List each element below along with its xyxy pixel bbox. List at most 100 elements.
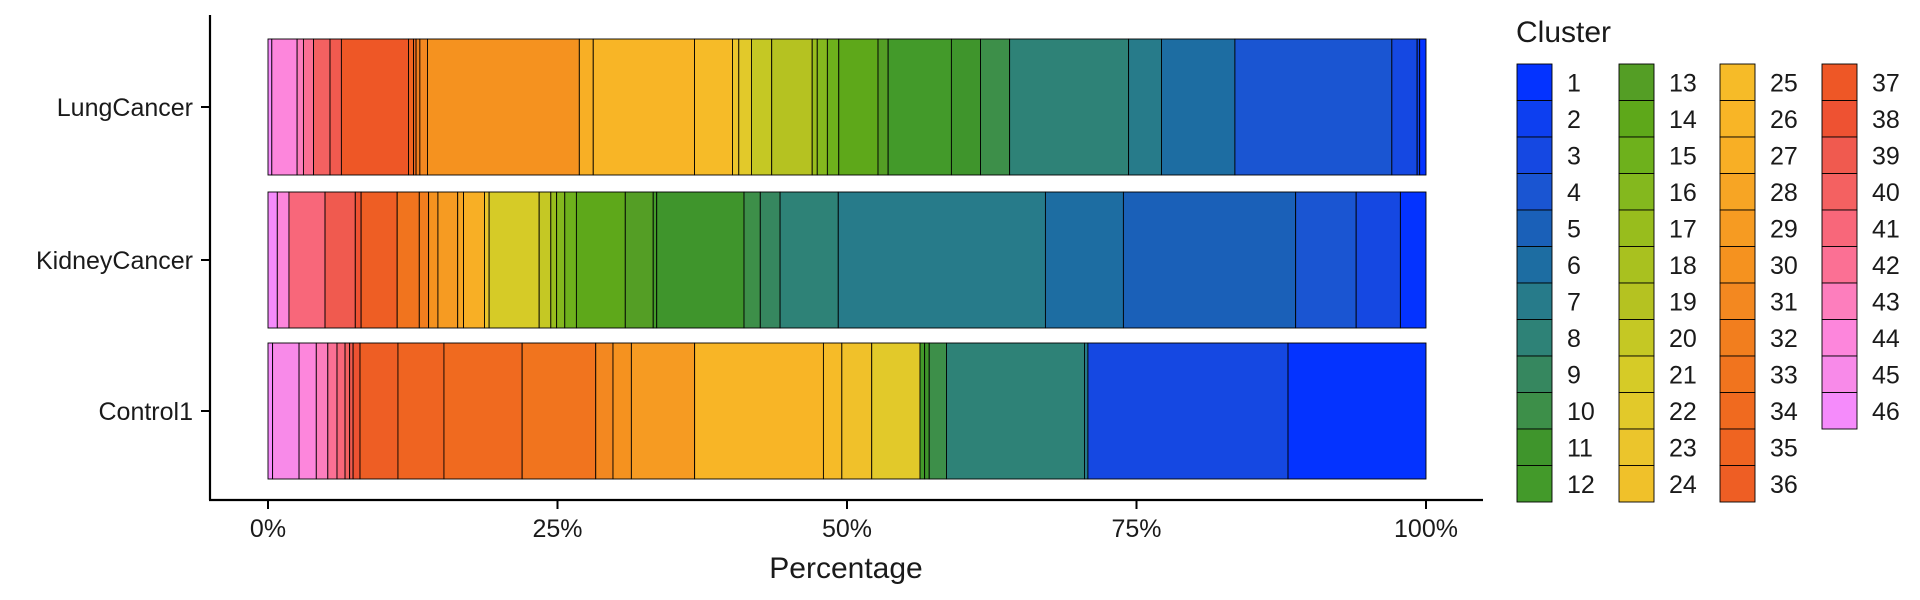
bar-segment-kidneycancer-cluster-10 bbox=[743, 191, 761, 329]
legend-swatch bbox=[1719, 100, 1756, 138]
y-tick-label: LungCancer bbox=[57, 94, 193, 122]
bar-segment-lungcancer-cluster-26 bbox=[592, 38, 695, 176]
bar-segment-control1-cluster-31 bbox=[595, 342, 614, 480]
legend-swatch bbox=[1618, 428, 1655, 466]
legend-item-cluster-37: 37 bbox=[1821, 63, 1900, 101]
bar-segment-lungcancer-cluster-6 bbox=[1161, 38, 1236, 176]
bar-segment-lungcancer-cluster-37 bbox=[340, 38, 409, 176]
bar-segment-lungcancer-cluster-14 bbox=[838, 38, 879, 176]
legend-label: 45 bbox=[1872, 361, 1900, 389]
legend-swatch bbox=[1516, 428, 1553, 466]
bar-segment-kidneycancer-cluster-7 bbox=[837, 191, 1046, 329]
legend-swatch bbox=[1719, 173, 1756, 211]
bar-segment-control1-cluster-12 bbox=[919, 342, 926, 480]
legend-item-cluster-8: 8 bbox=[1516, 319, 1581, 357]
bar-segment-kidneycancer-cluster-20 bbox=[538, 191, 552, 329]
legend-label: 28 bbox=[1770, 179, 1798, 207]
legend-item-cluster-46: 46 bbox=[1821, 392, 1900, 430]
bar-segment-lungcancer-cluster-27 bbox=[578, 38, 594, 176]
bar-segment-lungcancer-cluster-20 bbox=[751, 38, 773, 176]
legend-items: 1234567891011121314151617181920212223242… bbox=[1516, 63, 1900, 503]
legend-swatch bbox=[1618, 173, 1655, 211]
legend-item-cluster-22: 22 bbox=[1618, 392, 1697, 430]
legend-item-cluster-27: 27 bbox=[1719, 136, 1798, 174]
legend-item-cluster-35: 35 bbox=[1719, 428, 1798, 466]
legend-item-cluster-33: 33 bbox=[1719, 355, 1798, 393]
legend-item-cluster-2: 2 bbox=[1516, 100, 1581, 138]
legend-item-cluster-34: 34 bbox=[1719, 392, 1798, 430]
bar-segment-lungcancer-cluster-22 bbox=[738, 38, 752, 176]
legend-item-cluster-14: 14 bbox=[1618, 100, 1697, 138]
legend-swatch bbox=[1516, 465, 1553, 503]
bar-segment-control1-cluster-29 bbox=[630, 342, 696, 480]
legend-label: 4 bbox=[1567, 179, 1581, 207]
legend-label: 38 bbox=[1872, 106, 1900, 134]
bar-segment-kidneycancer-cluster-46 bbox=[267, 191, 278, 329]
legend-label: 33 bbox=[1770, 361, 1798, 389]
legend-swatch bbox=[1516, 100, 1553, 138]
legend-swatch bbox=[1618, 209, 1655, 247]
bar-segment-kidneycancer-cluster-6 bbox=[1044, 191, 1124, 329]
bar-segment-kidneycancer-cluster-5 bbox=[1122, 191, 1297, 329]
legend-item-cluster-23: 23 bbox=[1618, 428, 1697, 466]
legend-label: 44 bbox=[1872, 325, 1900, 353]
legend-swatch bbox=[1516, 63, 1553, 101]
legend-label: 32 bbox=[1770, 325, 1798, 353]
x-tick-label: 0% bbox=[250, 515, 286, 543]
bar-segment-lungcancer-cluster-44 bbox=[271, 38, 298, 176]
bar-segment-lungcancer-cluster-1 bbox=[1419, 38, 1427, 176]
bar-segment-kidneycancer-cluster-33 bbox=[396, 191, 420, 329]
legend-swatch bbox=[1618, 100, 1655, 138]
legend-swatch bbox=[1821, 319, 1858, 357]
legend-label: 30 bbox=[1770, 252, 1798, 280]
legend-item-cluster-30: 30 bbox=[1719, 246, 1798, 284]
bar-segment-lungcancer-cluster-35 bbox=[408, 38, 414, 176]
legend-label: 37 bbox=[1872, 69, 1900, 97]
bar-segment-lungcancer-cluster-40 bbox=[313, 38, 331, 176]
bar-segment-lungcancer-cluster-15 bbox=[826, 38, 840, 176]
legend-label: 18 bbox=[1669, 252, 1697, 280]
bar-segment-kidneycancer-cluster-17 bbox=[550, 191, 558, 329]
bar-segment-kidneycancer-cluster-21 bbox=[488, 191, 540, 329]
legend-swatch bbox=[1516, 319, 1553, 357]
legend-swatch bbox=[1719, 428, 1756, 466]
legend-swatch bbox=[1821, 100, 1858, 138]
legend-item-cluster-19: 19 bbox=[1618, 282, 1697, 320]
bar-segment-control1-cluster-26 bbox=[694, 342, 824, 480]
bar-segment-control1-cluster-7 bbox=[1084, 342, 1089, 480]
legend-item-cluster-31: 31 bbox=[1719, 282, 1798, 320]
legend-label: 15 bbox=[1669, 142, 1697, 170]
legend-item-cluster-1: 1 bbox=[1516, 63, 1581, 101]
legend-item-cluster-21: 21 bbox=[1618, 355, 1697, 393]
bar-segment-kidneycancer-cluster-38 bbox=[354, 191, 362, 329]
legend-item-cluster-18: 18 bbox=[1618, 246, 1697, 284]
legend-item-cluster-9: 9 bbox=[1516, 355, 1581, 393]
legend-item-cluster-28: 28 bbox=[1719, 173, 1798, 211]
legend-item-cluster-36: 36 bbox=[1719, 465, 1798, 503]
legend-item-cluster-43: 43 bbox=[1821, 282, 1900, 320]
bar-segment-kidneycancer-cluster-14 bbox=[575, 191, 626, 329]
bar-segment-lungcancer-cluster-10 bbox=[980, 38, 1011, 176]
legend-label: 19 bbox=[1669, 288, 1697, 316]
legend-swatch bbox=[1821, 392, 1858, 430]
legend-item-cluster-39: 39 bbox=[1821, 136, 1900, 174]
legend-item-cluster-11: 11 bbox=[1516, 428, 1593, 466]
bar-segment-lungcancer-cluster-11 bbox=[950, 38, 981, 176]
bar-segment-lungcancer-cluster-13 bbox=[877, 38, 889, 176]
legend-item-cluster-20: 20 bbox=[1618, 319, 1697, 357]
legend-item-cluster-32: 32 bbox=[1719, 319, 1798, 357]
bar-segment-kidneycancer-cluster-39 bbox=[324, 191, 356, 329]
bar-segment-lungcancer-cluster-42 bbox=[302, 38, 315, 176]
legend-swatch bbox=[1821, 173, 1858, 211]
bar-segment-kidneycancer-cluster-32 bbox=[418, 191, 430, 329]
legend-label: 31 bbox=[1770, 288, 1798, 316]
legend-item-cluster-12: 12 bbox=[1516, 465, 1595, 503]
bar-segment-kidneycancer-cluster-30 bbox=[428, 191, 439, 329]
legend-label: 26 bbox=[1770, 106, 1798, 134]
legend-item-cluster-26: 26 bbox=[1719, 100, 1798, 138]
legend-label: 2 bbox=[1567, 106, 1581, 134]
bar-segment-kidneycancer-cluster-3 bbox=[1355, 191, 1401, 329]
bar-segment-lungcancer-cluster-43 bbox=[296, 38, 304, 176]
legend-label: 34 bbox=[1770, 398, 1798, 426]
bar-segment-kidneycancer-cluster-4 bbox=[1295, 191, 1357, 329]
